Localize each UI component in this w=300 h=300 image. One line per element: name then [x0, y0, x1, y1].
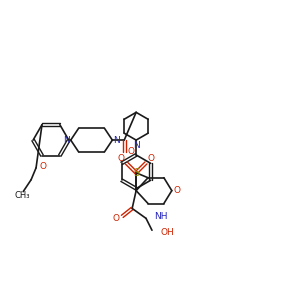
Text: CH₃: CH₃ — [14, 191, 30, 200]
Text: N: N — [63, 136, 70, 145]
Text: N: N — [113, 136, 120, 145]
Text: O: O — [128, 148, 135, 157]
Text: S: S — [133, 168, 139, 178]
Text: NH: NH — [154, 212, 167, 221]
Text: O: O — [148, 154, 154, 164]
Text: O: O — [113, 214, 120, 223]
Text: O: O — [40, 162, 46, 171]
Text: O: O — [173, 186, 180, 195]
Text: N: N — [133, 140, 140, 149]
Text: OH: OH — [161, 228, 175, 237]
Text: O: O — [118, 154, 125, 164]
